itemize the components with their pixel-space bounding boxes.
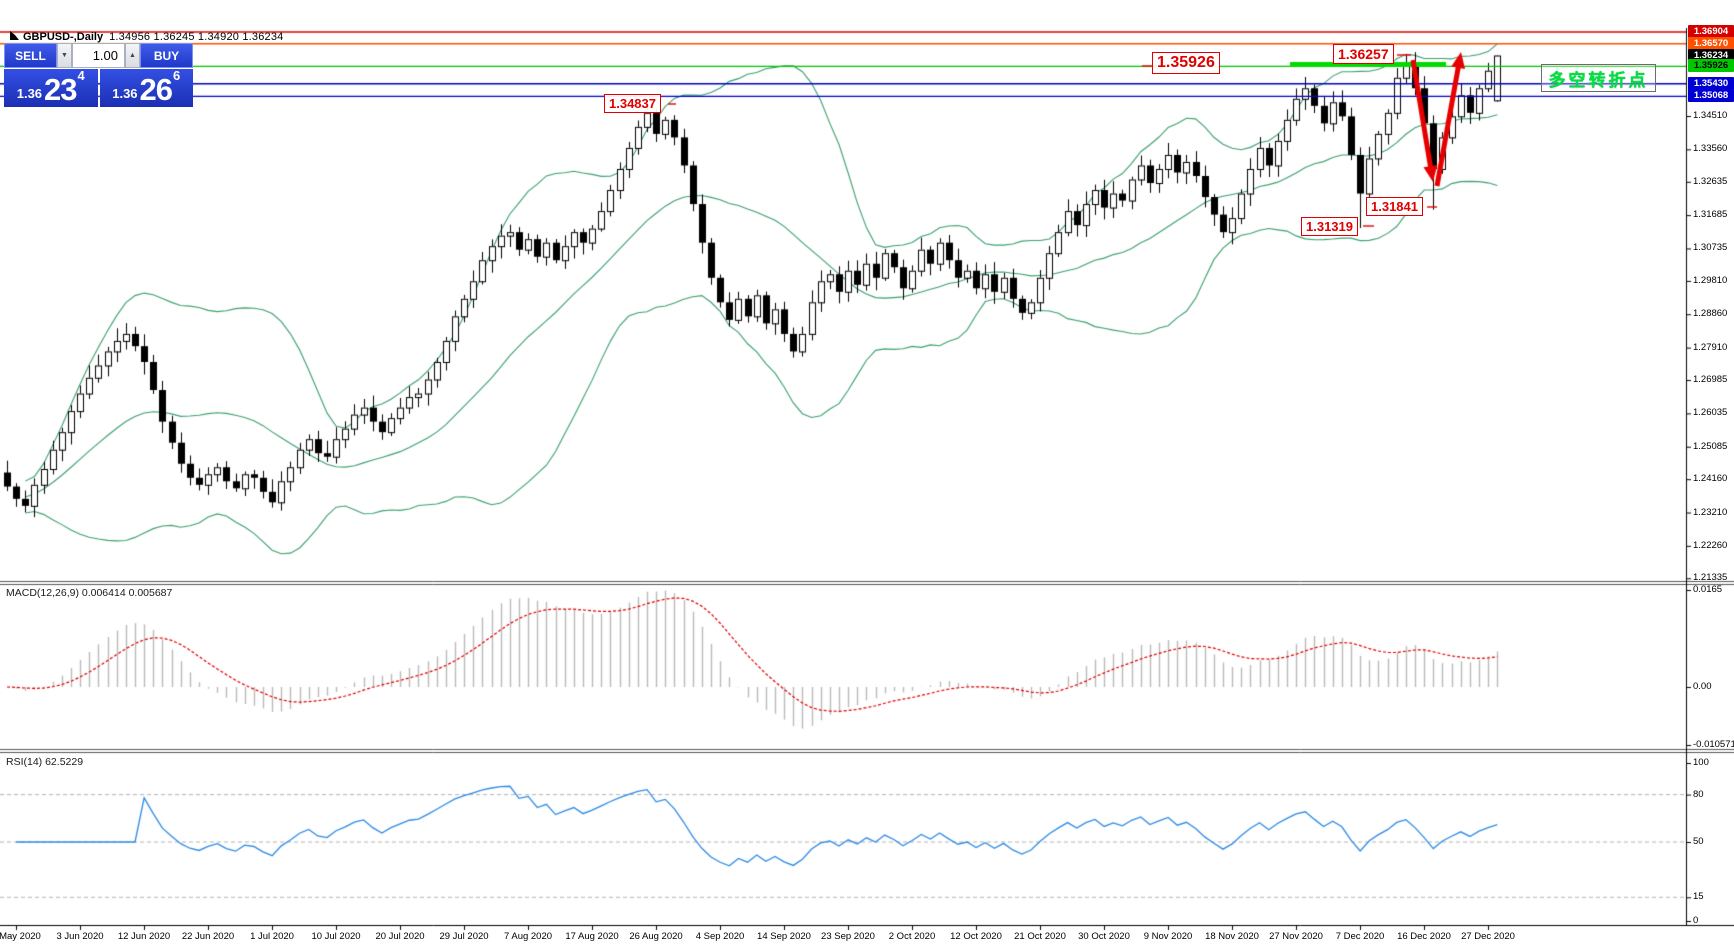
price-annotation[interactable]: 1.36257 (1333, 44, 1394, 64)
buy-price-display[interactable]: 1.36 26 6 (99, 68, 193, 107)
price-annotation[interactable]: 1.35926 (1152, 52, 1220, 74)
ohlc-values: 1.34956 1.36245 1.34920 1.36234 (109, 31, 284, 43)
turning-point-annotation[interactable]: 多空转折点 (1541, 64, 1656, 92)
sell-price-display[interactable]: 1.36 23 4 (4, 68, 98, 107)
sell-button[interactable]: SELL (4, 43, 57, 68)
buy-price-big: 26 (139, 72, 173, 107)
chart-title: GBPUSD-,Daily 1.34956 1.36245 1.34920 1.… (10, 30, 284, 43)
sell-price-prefix: 1.36 (16, 86, 43, 101)
one-click-trading-panel: SELL ▼ ▲ BUY 1.36 23 4 1.36 26 6 (4, 43, 193, 107)
buy-button[interactable]: BUY (140, 43, 193, 68)
symbol-period-label: GBPUSD-,Daily (23, 31, 104, 43)
chart-flag-icon (10, 30, 19, 40)
sell-price-sup: 4 (77, 68, 85, 83)
volume-input[interactable] (72, 43, 125, 68)
buy-price-prefix: 1.36 (112, 86, 138, 101)
price-annotation[interactable]: 1.31319 (1301, 217, 1358, 236)
sell-price-big: 23 (44, 72, 77, 107)
price-annotation[interactable]: 1.34837 (604, 94, 661, 113)
buy-price-sup: 6 (173, 68, 181, 83)
price-annotation[interactable]: 1.31841 (1366, 197, 1423, 216)
volume-decrease-button[interactable]: ▼ (57, 43, 72, 68)
volume-increase-button[interactable]: ▲ (125, 43, 140, 68)
